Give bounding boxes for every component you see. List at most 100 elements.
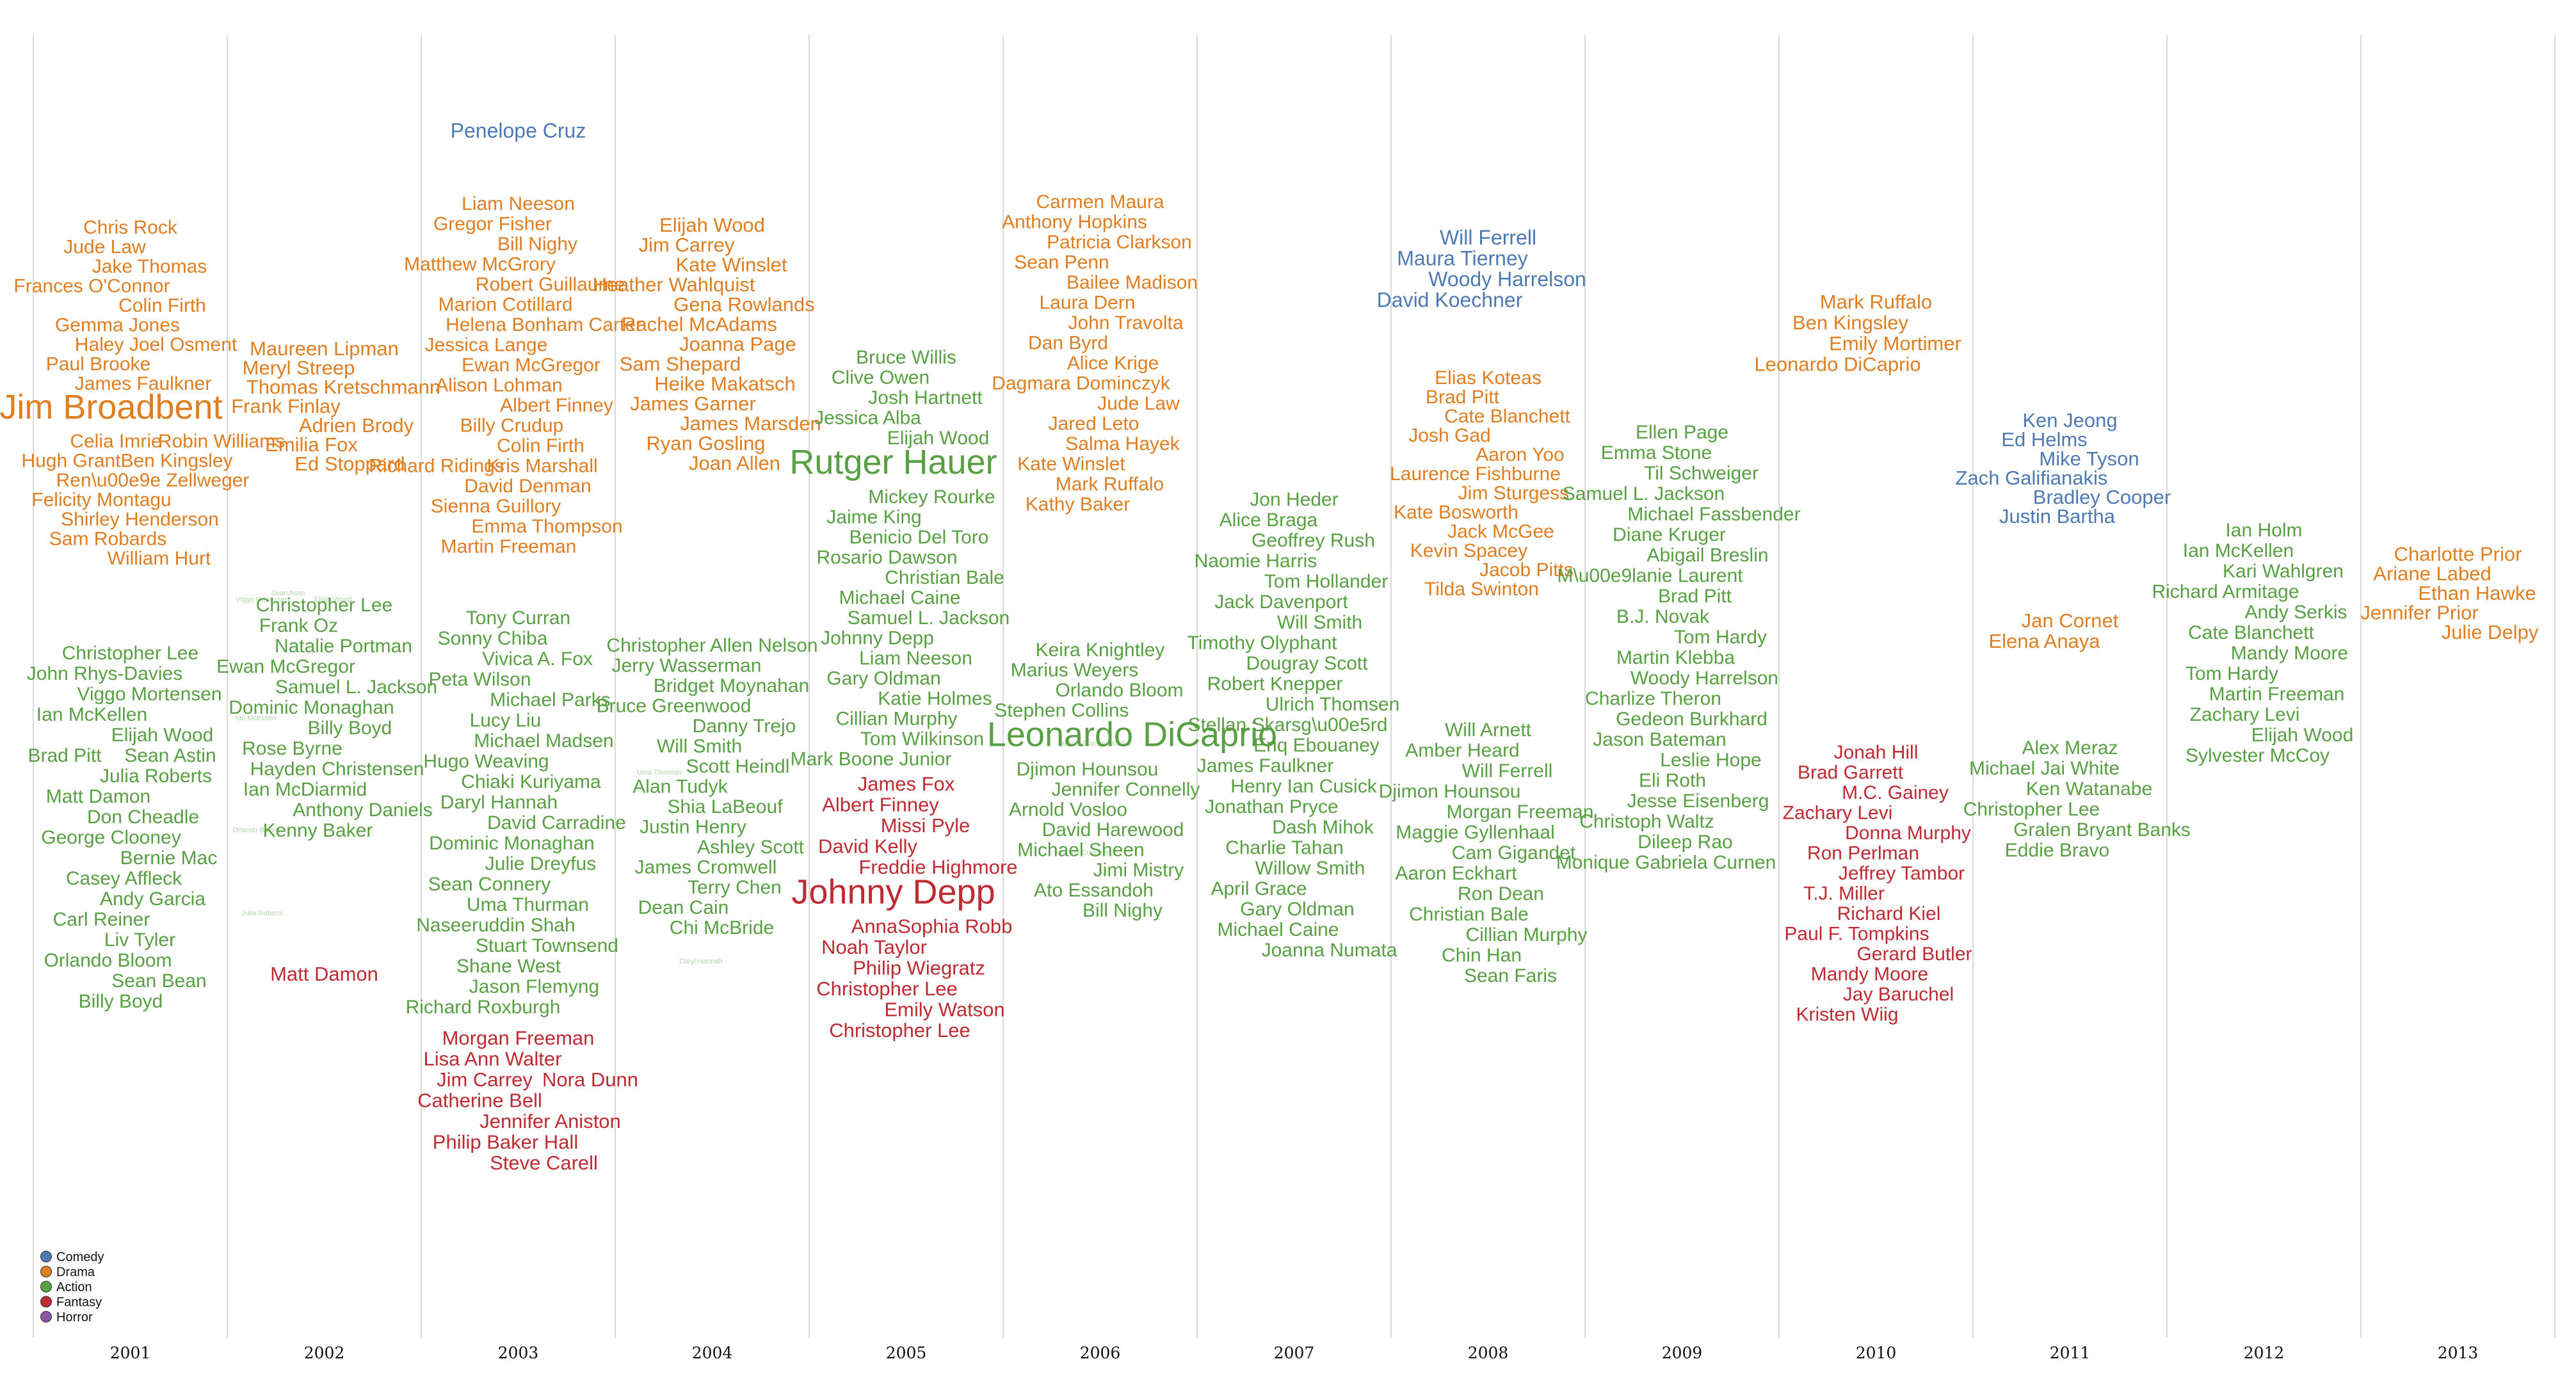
actor-name: Elena Anaya [1988,630,2100,652]
actor-name: Cillian Murphy [1465,924,1587,945]
actor-name: Brad Garrett [1798,762,1904,784]
actor-name: Jim Carrey [639,234,735,256]
actor-name: Nora Dunn [542,1068,638,1091]
actor-name: Chin Han [1442,945,1522,966]
actor-name: Albert Finney [822,794,939,816]
actor-name: Naseeruddin Shah [416,915,576,936]
actor-name: Will Ferrell [1462,760,1553,782]
actor-name: Jennifer Connelly [1052,779,1200,800]
actor-name: Gregor Fisher [433,214,552,235]
actor-name: Josh Hartnett [868,387,983,408]
actor-name: Bailee Madison [1067,272,1198,293]
actor-name: Billy Boyd [308,718,392,739]
actor-name: Amber Heard [1405,740,1519,761]
actor-name: Will Smith [1277,612,1362,633]
actor-name: Jake Thomas [92,256,207,277]
actor-name: Zach Galifianakis [1956,467,2108,489]
actor-name: David Koechner [1377,289,1523,312]
actor-name: Colin Firth [497,435,584,456]
x-tick-label: 2010 [1856,1344,1897,1362]
actor-name: Liam Neeson [462,193,575,214]
actor-name: Kate Winslet [675,253,787,276]
actor-name: Zachary Levi [2190,704,2300,725]
actor-name: Jason Bateman [1593,729,1726,750]
actor-name: Rutger Hauer [789,443,997,481]
actor-name: Jimi Mistry [1093,860,1184,881]
actor-name: William Hurt [108,548,211,569]
actor-name: Stephen Collins [994,700,1129,721]
actor-name: Alison Lohman [435,375,562,396]
actor-name: Woody Harrelson [1630,668,1778,689]
actor-name: Timothy Olyphant [1187,632,1338,654]
x-tick-label: 2005 [886,1344,927,1362]
actor-name: Cate Blanchett [1444,406,1570,427]
actor-name: Jim Carrey [437,1068,533,1091]
actor-name: Gerard Butler [1856,944,1972,965]
actor-name: Charlie Tahan [1225,837,1344,858]
actor-name: Tilda Swinton [1424,579,1539,600]
actor-name: Bill Nighy [1083,900,1163,921]
actor-name: Stellan Skarsg\u00e5rd [1188,714,1388,736]
actor-name: Marion Cotillard [438,294,572,316]
actor-name: Rachel McAdams [622,313,777,335]
actor-name: Daryl Hannah [440,792,558,813]
actor-name: Justin Henry [640,817,746,838]
actor-name: Eddie Bravo [2005,840,2109,861]
actor-name: Christian Bale [885,567,1004,588]
actor-name: Michael Caine [839,587,960,608]
actor-name: Rosario Dawson [816,547,957,568]
actor-name: Orlando Bloom [1055,680,1183,701]
actor-name: Leslie Hope [1660,750,1761,771]
actor-name: Ethan Hawke [2418,582,2536,604]
actor-name: Heather Wahlquist [593,273,755,296]
legend-label: Fantasy [56,1296,102,1310]
actor-name: Sean Connery [428,874,551,895]
actor-name: Ian McKellen [2183,540,2294,561]
actor-name: Don Cheadle [87,807,199,828]
actor-name: Christopher Allen Nelson [606,635,817,656]
actor-name: Kari Wahlgren [2223,561,2344,582]
legend-label: Action [56,1280,92,1294]
actor-name: Kevin Spacey [1410,540,1527,561]
actor-name: Morgan Freeman [442,1027,595,1049]
actor-name: Bradley Cooper [2033,486,2171,508]
actor-name: Frances O'Connor [13,276,170,297]
actor-name: Tom Wilkinson [860,728,984,750]
actor-name: Sylvester McCoy [2186,745,2330,766]
actor-name: Tony Curran [466,607,570,629]
actor-name: Eli Roth [1639,770,1706,791]
actor-name: M\u00e9lanie Laurent [1557,565,1743,586]
actor-name: Will Smith [657,736,742,757]
actor-name: Penelope Cruz [451,119,586,142]
actor-name: Ian McKellen [36,704,147,725]
actor-name-small: Ian McKellen [236,714,277,722]
actor-name: James Faulkner [75,373,211,394]
actor-name: Christopher Lee [829,1019,970,1041]
actor-name: Billy Boyd [79,991,163,1012]
actor-name: Geoffrey Rush [1252,530,1375,551]
actor-name: Christoph Waltz [1579,811,1714,832]
actor-name: Kate Bosworth [1394,502,1518,523]
x-tick-label: 2002 [304,1344,345,1362]
actor-name: Alex Meraz [2022,737,2118,759]
actor-name: Thomas Kretschmann [246,376,440,398]
actor-name-small: Uma Thurman [637,769,682,776]
actor-name: Dileep Rao [1638,832,1732,853]
year-gridlines [33,35,2556,1338]
actor-name: Jonah Hill [1834,742,1919,763]
actor-name: Brad Pitt [1426,387,1500,408]
actor-name: M.C. Gainey [1842,782,1949,803]
actor-name: Michael Fassbender [1627,504,1800,525]
actor-name: Heike Makatsch [654,373,796,395]
actor-name: Ron Perlman [1807,843,1919,864]
actor-name: Mandy Moore [1811,964,1928,985]
actor-name-small: Julia Roberts [242,910,284,917]
actor-name: Elijah Wood [887,428,990,449]
actor-name: Christopher Lee [816,977,958,1000]
actor-name: Tom Hardy [2186,663,2278,684]
actor-name: Samuel L. Jackson [848,607,1010,629]
actor-name: Dash Mihok [1272,817,1374,838]
actor-name: Sam Shepard [620,353,741,375]
